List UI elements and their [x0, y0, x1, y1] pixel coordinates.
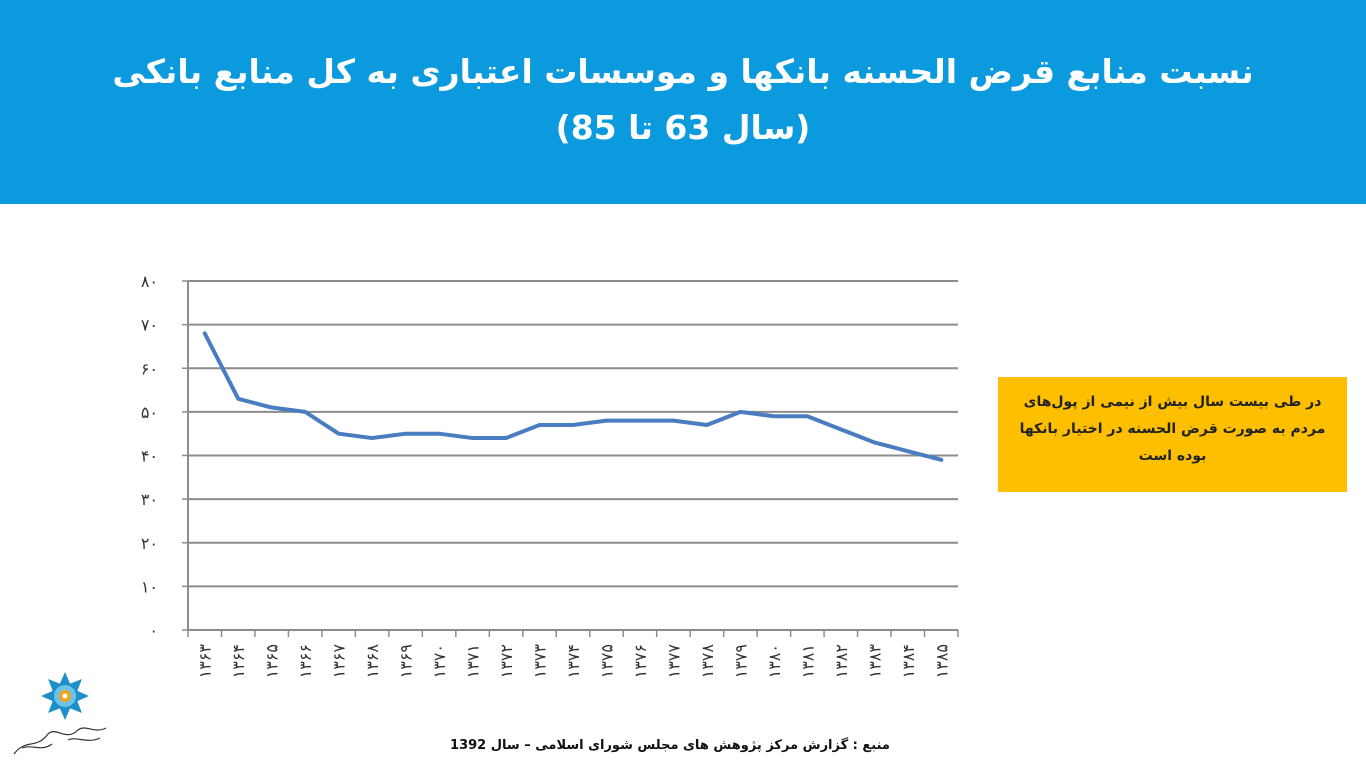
x-tick-label: ۱۳۷۷ — [664, 644, 683, 679]
x-tick-label: ۱۳۶۳ — [196, 644, 215, 679]
data-point — [772, 414, 776, 418]
slide-title: نسبت منابع قرض الحسنه بانکها و موسسات اع… — [112, 52, 1254, 91]
slide-subtitle: (سال 63 تا 85) — [555, 108, 811, 147]
data-point — [638, 419, 642, 423]
data-point — [805, 414, 809, 418]
x-tick-label: ۱۳۷۸ — [698, 644, 717, 679]
data-point — [906, 449, 910, 453]
y-tick-label: ۱۰ — [141, 577, 158, 596]
note-text: در طی بیست سال بیش از نیمی از پول‌های مر… — [1019, 394, 1326, 464]
x-tick-label: ۱۳۶۵ — [263, 644, 282, 678]
data-point — [404, 432, 408, 436]
x-tick-label: ۱۳۸۳ — [865, 644, 884, 679]
series-line — [202, 331, 944, 462]
line-chart: ۰ ۱۰ ۲۰ ۳۰ ۴۰ ۵۰ ۶۰ ۷۰ ۸۰ ۱۳۶۳ ۱۳۶۴ ۱۳۶۵ ۱۳۶۶ ۱۳۶۷ ۱۳۶… — [141, 272, 959, 679]
y-tick-label: ۳۰ — [141, 490, 158, 509]
data-point — [337, 432, 341, 436]
x-tick-label: ۱۳۸۵ — [932, 644, 951, 678]
x-tick-label: ۱۳۷۶ — [631, 644, 650, 678]
x-tick-label: ۱۳۷۱ — [464, 644, 483, 678]
data-point — [504, 436, 508, 440]
data-point — [872, 440, 876, 444]
x-tick-label: ۱۳۷۴ — [564, 644, 583, 678]
x-tick-label: ۱۳۶۹ — [397, 644, 416, 678]
x-tick-label: ۱۳۸۴ — [899, 644, 918, 678]
data-point — [939, 458, 943, 462]
x-tick-label: ۱۳۷۹ — [731, 644, 750, 678]
y-tick-label: ۴۰ — [141, 447, 158, 466]
data-point — [270, 406, 274, 410]
note-box: در طی بیست سال بیش از نیمی از پول‌های مر… — [998, 377, 1347, 492]
x-tick-label: ۱۳۷۵ — [597, 644, 616, 678]
x-tick-label: ۱۳۸۲ — [832, 644, 851, 678]
data-point — [437, 432, 441, 436]
data-point — [236, 397, 240, 401]
y-tick-label: ۰ — [149, 621, 158, 640]
x-tick-label: ۱۳۶۶ — [296, 644, 315, 678]
x-tick-label: ۱۳۶۷ — [330, 644, 349, 679]
x-tick-label: ۱۳۶۴ — [229, 644, 248, 678]
x-tick-label: ۱۳۶۸ — [363, 644, 382, 679]
data-point — [370, 436, 374, 440]
x-tick-label: ۱۳۷۳ — [531, 644, 550, 679]
data-point — [471, 436, 475, 440]
data-point — [538, 423, 542, 427]
data-point — [303, 410, 307, 414]
data-point — [738, 410, 742, 414]
data-point — [671, 419, 675, 423]
institute-logo-icon — [13, 672, 107, 755]
y-tick-label: ۷۰ — [141, 316, 158, 335]
data-point — [839, 427, 843, 431]
y-tick-label: ۲۰ — [141, 534, 158, 553]
data-point — [203, 331, 207, 335]
y-tick-label: ۶۰ — [141, 359, 158, 378]
source-caption: منبع : گزارش مرکز پژوهش های مجلس شورای ا… — [450, 738, 890, 753]
x-tick-label: ۱۳۸۱ — [798, 644, 817, 678]
data-point — [604, 419, 608, 423]
x-tick-label: ۱۳۷۲ — [497, 644, 516, 678]
data-point — [571, 423, 575, 427]
logo-calligraphy — [13, 727, 107, 755]
data-point — [705, 423, 709, 427]
y-tick-label: ۸۰ — [141, 272, 158, 291]
x-tick-label: ۱۳۷۰ — [430, 644, 449, 678]
logo-petals — [41, 672, 89, 720]
title-banner: نسبت منابع قرض الحسنه بانکها و موسسات اع… — [0, 0, 1366, 204]
y-tick-label: ۵۰ — [141, 403, 158, 422]
x-tick-label: ۱۳۸۰ — [765, 644, 784, 678]
